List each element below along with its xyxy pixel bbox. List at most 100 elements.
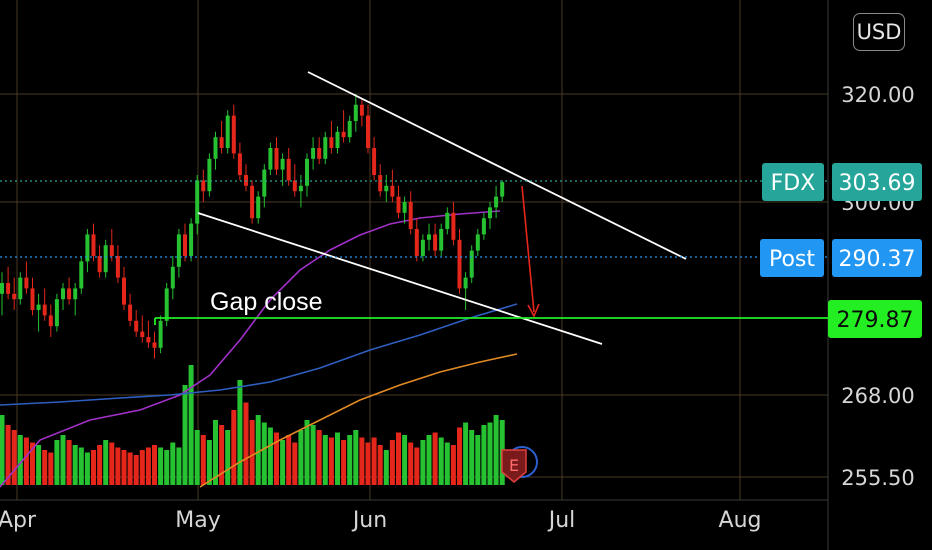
candle-body [366,115,370,148]
volume-bar [115,447,121,485]
volume-bar [298,430,304,485]
earnings-marker-label: E [509,456,519,475]
candle-body [91,234,96,256]
candle-body [85,234,90,262]
candle-body [311,148,316,159]
trend-drawings: Gap close E [197,71,687,483]
volume-bar [54,440,60,485]
volume-bar [396,432,401,485]
candle-body [97,256,102,273]
price-levels [0,180,828,325]
candle-body [48,315,53,327]
volume-bar [328,437,334,485]
volume-bar [383,450,389,485]
volume-bar [475,435,481,485]
candle-body [335,131,340,148]
candle-body [396,196,401,213]
candle-body [292,180,297,192]
candle-body [359,104,364,116]
volume-bar [23,437,29,485]
volume-bar [255,415,261,485]
volume-bar [121,450,127,485]
candle-body [219,137,224,148]
volume-bar [66,440,72,485]
candle-body [54,299,59,327]
volume-bar [78,447,84,485]
candle-body [353,104,358,121]
candle-body [469,250,474,278]
candle-body [152,342,157,348]
candle-body [164,288,169,321]
post-price-tag: 290.37 [839,247,916,272]
candle-body [176,234,181,267]
volume-bar [469,430,475,485]
candle-body [280,158,285,170]
candle-body [18,277,23,300]
candle-body [427,234,431,240]
volume-bar [371,437,377,485]
volume-bar [30,442,35,485]
volume-bar [188,365,194,485]
volume-bar [0,415,5,485]
volume-bar [341,440,347,485]
earnings-badge-icon [501,449,527,483]
volume-bar [133,455,139,485]
candle-body [231,115,236,154]
gap-close-annotation: Gap close [210,288,323,316]
volume-bars [0,365,505,485]
volume-bar [11,430,17,485]
candle-body [341,131,346,138]
candle-body [36,304,41,310]
symbol-tag-bg [762,163,824,201]
volume-bar [243,402,249,485]
volume-bar [213,420,218,485]
candle-body [195,180,200,224]
volume-bar [487,422,493,485]
volume-bar [84,452,90,485]
volume-bar [347,435,353,485]
volume-bar [280,440,286,485]
candle-body [42,304,47,316]
lower-trendline [197,212,603,345]
volume-bar [158,447,164,485]
candle-body [286,158,291,181]
candle-body [378,175,383,192]
currency-button[interactable]: USD [853,13,905,51]
volume-bar [426,435,432,485]
volume-bar [493,415,499,485]
candle-body [237,153,242,175]
candle-body [73,288,78,300]
volume-bar [377,445,383,485]
volume-bar [60,435,66,485]
candle-body [140,331,145,337]
candle-body [122,277,126,305]
candle-body [433,234,438,251]
candle-body [146,337,151,343]
volume-bar [389,440,395,485]
volume-bar [5,425,11,485]
volume-bar [249,420,255,485]
volume-bar [286,435,292,485]
level-price-tag-bg [828,300,922,338]
volume-bar [274,432,279,485]
volume-bar [176,447,182,485]
volume-bar [481,425,487,485]
candle-body [24,277,29,289]
candle-body [494,196,499,208]
volume-bar [310,425,316,485]
volume-bar [194,430,200,485]
candle-body [298,185,303,192]
candle-body [414,229,419,256]
volume-bar [200,435,206,485]
volume-bar [335,432,340,485]
candle-body [439,229,444,251]
volume-bar [457,427,462,485]
volume-bar [463,422,469,485]
upper-trendline [307,71,687,260]
time-tick-label: Jul [547,508,576,533]
candle-body [207,158,212,192]
price-tick-label: 268.00 [841,384,914,408]
volume-bar [316,430,322,485]
candle-body [274,148,279,170]
